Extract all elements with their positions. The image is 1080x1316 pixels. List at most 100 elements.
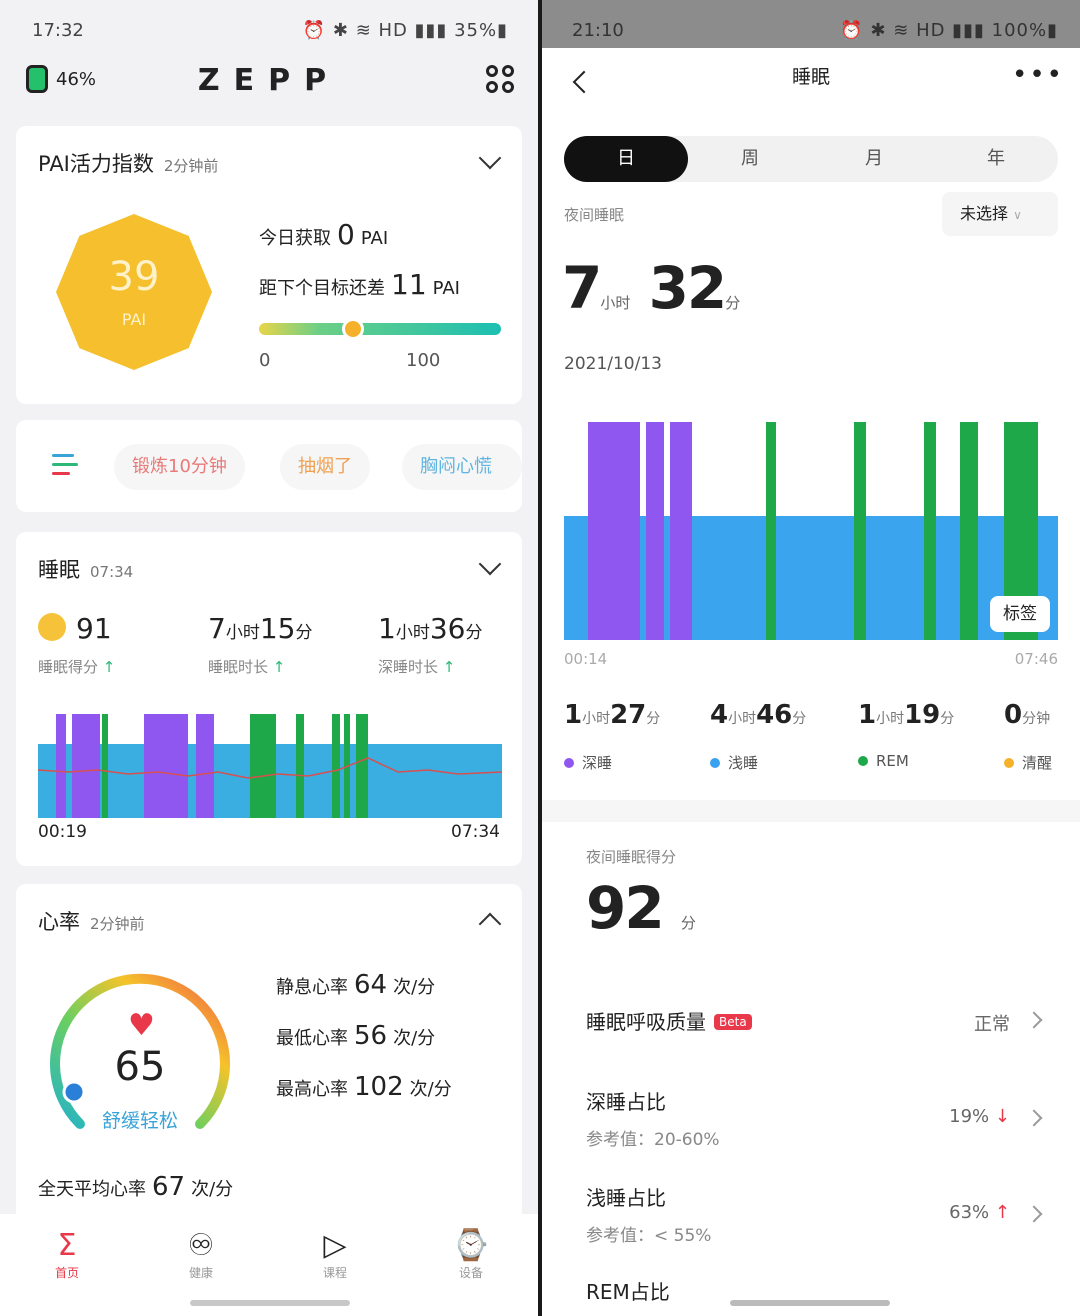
breath-quality-title: 睡眠呼吸质量 Beta [586,1006,1040,1035]
arrow-up-icon: ↑ [994,1202,1010,1223]
right-screen: 21:10 ⏰ ✱ ≋ HD ▮▮▮ 100%▮ 睡眠 ••• 日 周 月 年 … [542,0,1080,1316]
breath-quality-row[interactable]: 睡眠呼吸质量 Beta 正常 [586,1006,1043,1035]
legend-deep: 深睡 [564,752,612,773]
sleep-date: 2021/10/13 [564,354,662,374]
legend-light-label: 浅睡 [728,754,759,772]
rem-block [332,714,340,818]
more-icon[interactable]: ••• [1011,60,1064,90]
rem-block [766,422,776,640]
unit-hours: 小时 [876,711,905,727]
sleep-score-value: 91 [76,612,112,645]
tab-day[interactable]: 日 [564,136,688,182]
menu-icon[interactable] [52,452,78,478]
health-icon: ♾ [187,1228,215,1263]
tab-health[interactable]: ♾ 健康 [166,1228,236,1281]
light-ratio-row[interactable]: 浅睡占比 参考值：< 55% 63% ↑ [586,1182,1043,1246]
tab-week[interactable]: 周 [741,148,759,169]
legend-dot [858,756,868,766]
rem-ratio-row[interactable]: REM占比 [586,1276,1040,1316]
unit-minutes: 分 [792,711,807,727]
rem-block [356,714,368,818]
rem-block [960,422,978,640]
sleep-score-value: 92 [586,874,665,942]
max-label: 最高心率 [276,1079,348,1100]
stat-deep: 1小时27分 [564,700,660,730]
tab-home[interactable]: Σ 首页 [32,1228,102,1281]
heart-card[interactable]: 心率 2分钟前 ♥ 65 舒缓轻松 静息心率 64 次/分 最低心率 56 次/分 最高心… [16,884,522,1244]
pai-today-label: 今日获取 [259,228,331,249]
arrow-up-icon: ↑ [272,658,286,676]
tab-device[interactable]: ⌚ 设备 [436,1228,506,1281]
legend-deep-label: 深睡 [582,754,613,772]
deep-ratio-row[interactable]: 深睡占比 参考值：20-60% 19% ↓ [586,1086,1043,1150]
arrow-down-icon: ↓ [994,1106,1010,1127]
tag-chip-smoke[interactable]: 抽烟了 [280,444,370,490]
page-header: 睡眠 ••• [542,48,1080,118]
max-heart-rate: 最高心率 102 次/分 [276,1072,452,1102]
chevron-down-icon[interactable] [478,146,502,170]
sleep-score-label-text: 睡眠得分 [38,658,99,676]
unit-minutes: 分 [646,711,661,727]
tab-month[interactable]: 月 [865,148,883,169]
quick-tags: 锻炼10分钟 抽烟了 胸闷心慌 [16,420,522,512]
home-indicator[interactable] [190,1300,350,1306]
resting-label: 静息心率 [276,977,348,998]
tab-courses[interactable]: ▷ 课程 [300,1228,370,1281]
unit-minutes: 分 [940,711,955,727]
avg-heart-rate: 全天平均心率 67 次/分 [38,1172,233,1202]
rem-block [854,422,866,640]
tab-year[interactable]: 年 [987,148,1005,169]
legend-light: 浅睡 [710,752,758,773]
home-icon: Σ [57,1228,77,1263]
pai-card[interactable]: PAI活力指数 2分钟前 39 PAI 今日获取 0 PAI 距下个目标还差 11 PAI… [16,126,522,404]
left-screen: 17:32 ⏰ ✱ ≋ HD ▮▮▮ 35%▮ 46% ZEPP PAI活力指数… [0,0,538,1316]
deep-sleep-block [670,422,692,640]
chevron-down-icon[interactable] [478,552,502,576]
score-unit: 分 [680,914,696,932]
deep-ratio-reference: 参考值：20-60% [586,1130,720,1150]
pai-today-unit: PAI [360,228,389,249]
watch-icon[interactable] [26,65,48,93]
stat-deep-minutes: 27 [610,700,647,730]
sleep-score: 91 [38,612,112,645]
status-icons: ⏰ ✱ ≋ HD ▮▮▮ 35%▮ [302,20,508,41]
heart-icon: ♥ [128,1008,155,1043]
unit-hours: 小时 [600,294,631,312]
deep-sleep-block [646,422,664,640]
breath-quality-label: 睡眠呼吸质量 [586,1010,706,1034]
bottom-tab-bar: Σ 首页 ♾ 健康 ▷ 课程 ⌚ 设备 [0,1214,538,1316]
sleep-card[interactable]: 睡眠 07:34 91 睡眠得分 ↑ 7小时15分 睡眠时长 ↑ 1小时36分 深… [16,532,522,866]
pai-scale-max: 100 [406,350,441,371]
sleep-duration-minutes: 15 [259,612,296,645]
unit-minutes: 分 [725,294,741,312]
chevron-up-icon[interactable] [478,912,502,936]
min-value: 56 [354,1021,388,1051]
sleep-duration-label: 睡眠时长 ↑ [208,656,285,677]
avg-label: 全天平均心率 [38,1179,146,1200]
pai-progress-knob [342,318,365,340]
stat-rem-hours: 1 [858,700,877,730]
sleep-title: 睡眠 [38,558,80,582]
tag-chip-exercise[interactable]: 锻炼10分钟 [114,444,245,490]
heart-title-row: 心率 2分钟前 [38,906,145,936]
unit-minutes: 分钟 [1022,711,1051,727]
light-ratio-value: 63% ↑ [949,1202,1010,1223]
arrow-up-icon: ↑ [442,658,456,676]
deep-ratio-value: 19% ↓ [949,1106,1010,1127]
tag-button[interactable]: 标签 [990,596,1050,632]
deep-ratio-number: 19% [949,1106,990,1127]
tag-select[interactable]: 未选择 ∨ [942,192,1058,236]
apps-grid-icon[interactable] [486,65,516,95]
unit-hours: 小时 [728,711,757,727]
max-value: 102 [354,1072,404,1102]
sleep-end-time: 07:34 [451,822,500,842]
watch-battery: 46% [56,69,97,90]
total-hours: 7 [562,254,602,322]
sleep-stage-chart [564,422,1058,640]
home-indicator[interactable] [730,1300,890,1306]
deep-sleep-duration: 1小时36分 [378,612,482,645]
sleep-score: 92 分 [586,874,696,942]
tag-chip-chest[interactable]: 胸闷心慌 [402,444,522,490]
rem-ratio-title: REM占比 [586,1280,670,1304]
legend-rem: REM [858,752,909,770]
